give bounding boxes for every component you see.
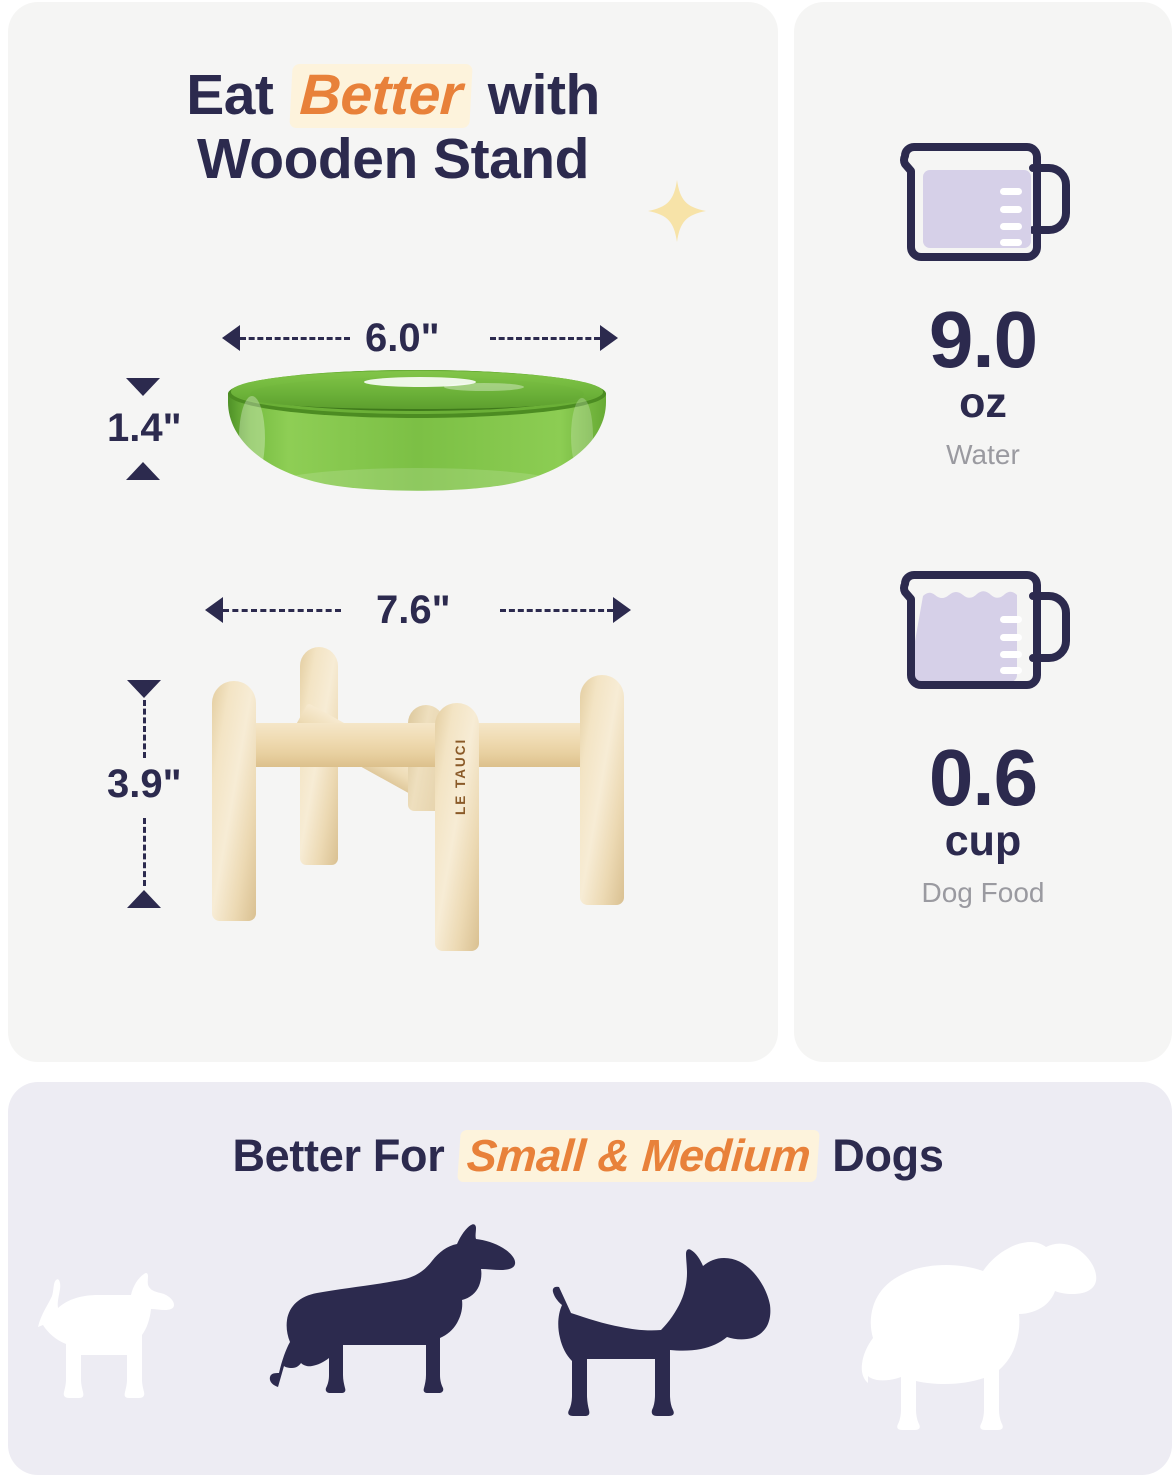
dimension-dash-left [240,337,350,340]
arrow-down-icon [126,378,160,396]
banner-title: Better For Small & Medium Dogs [0,1130,1176,1182]
arrow-left-icon [222,325,240,351]
capacity-unit-water: oz [959,379,1007,428]
stand-height-label: 3.9" [107,762,182,806]
capacity-stat-water: 9.0 oz Water [794,122,1172,471]
measuring-cup-food-icon [900,571,1070,689]
stand-width-label: 7.6" [376,588,451,632]
capacity-caption-water: Water [946,438,1020,470]
dimension-dash-right [500,609,613,612]
headline-highlight: Better [289,63,473,128]
dog-bowl-illustration [222,368,612,496]
capacity-unit-food: cup [944,817,1022,866]
product-dimensions-card: Eat Better with Wooden Stand [8,2,778,1062]
dimension-dash-left [223,609,341,612]
page-title: Eat Better with Wooden Stand [8,63,778,192]
dimension-dash-right [490,337,600,340]
banner-title-part-2: Dogs [820,1130,944,1181]
banner-title-highlight: Small & Medium [456,1130,820,1182]
capacity-value-food: 0.6 [928,733,1038,822]
sparkle-icon [648,180,706,242]
bull-terrier-silhouette [552,1249,771,1416]
capacity-caption-food: Dog Food [921,876,1045,908]
dog-silhouettes-row [38,1224,1097,1430]
wooden-stand-illustration: LE TAUCI [190,645,660,955]
arrow-down-icon [127,680,161,698]
stand-leg-front-right: LE TAUCI [435,703,479,951]
arrow-up-icon [127,890,161,908]
stand-leg-right [580,675,624,905]
bowl-width-label: 6.0" [365,316,440,360]
headline-part-2: with [472,63,600,127]
banner-title-part-1: Better For [232,1130,457,1181]
arrow-right-icon [600,325,618,351]
headline-line-2: Wooden Stand [197,126,589,191]
dimension-dash-bottom [143,818,146,886]
capacity-value-water: 9.0 [928,295,1038,384]
retriever-silhouette [861,1242,1097,1430]
dachshund-silhouette [269,1224,516,1393]
measuring-cup-water-icon [900,143,1070,261]
stand-leg-front-left [212,681,256,921]
brand-label: LE TAUCI [453,737,468,815]
stand-rail-front [212,723,624,767]
arrow-left-icon [205,597,223,623]
dimension-dash-top [143,700,146,758]
arrow-right-icon [613,597,631,623]
arrow-up-icon [126,462,160,480]
capacity-stat-food: 0.6 cup Dog Food [794,560,1172,909]
bowl-height-label: 1.4" [107,406,182,450]
chihuahua-silhouette [38,1272,174,1398]
headline-part-1: Eat [186,63,289,127]
